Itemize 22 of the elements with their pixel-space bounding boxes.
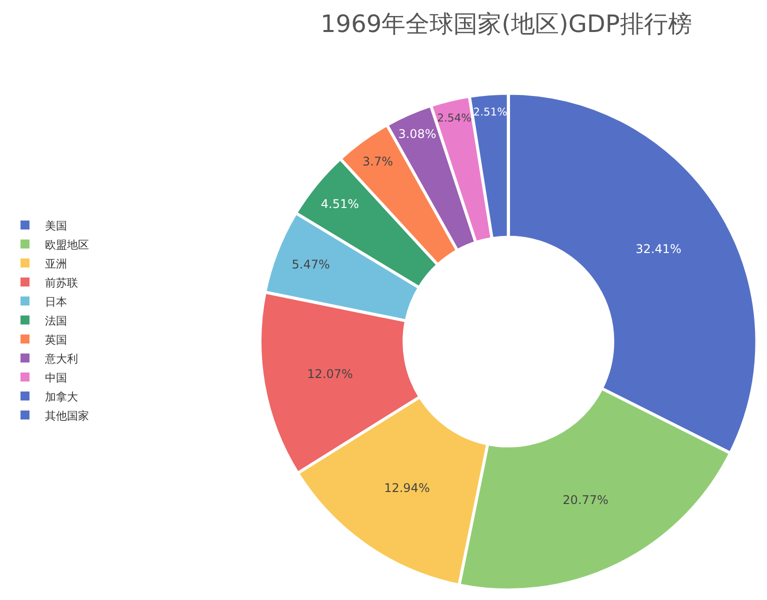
data-label: 2.51% bbox=[473, 106, 508, 119]
legend-label: 法国 bbox=[45, 314, 67, 328]
legend-label: 其他国家 bbox=[45, 409, 89, 422]
legend-label: 美国 bbox=[45, 219, 67, 232]
data-label: 20.77% bbox=[562, 493, 608, 508]
legend-label: 前苏联 bbox=[45, 276, 78, 290]
legend-label: 意大利 bbox=[44, 352, 78, 366]
data-label: 2.54% bbox=[437, 112, 472, 125]
data-label: 12.94% bbox=[384, 480, 430, 495]
data-label: 12.07% bbox=[307, 366, 353, 381]
data-label: 5.47% bbox=[292, 257, 330, 272]
legend-label: 加拿大 bbox=[45, 390, 78, 404]
data-label: 4.51% bbox=[320, 196, 360, 211]
data-label: 3.08% bbox=[398, 127, 436, 142]
data-label: 3.7% bbox=[362, 154, 394, 168]
data-label: 32.41% bbox=[636, 242, 682, 256]
legend-label: 日本 bbox=[45, 295, 67, 308]
chart-title: 1969年全球国家(地区)GDP排行榜 bbox=[320, 10, 692, 38]
legend-label: 英国 bbox=[45, 333, 67, 346]
legend-label: 中国 bbox=[45, 371, 67, 384]
legend-label: 欧盟地区 bbox=[45, 238, 89, 252]
legend-label: 亚洲 bbox=[45, 257, 67, 270]
